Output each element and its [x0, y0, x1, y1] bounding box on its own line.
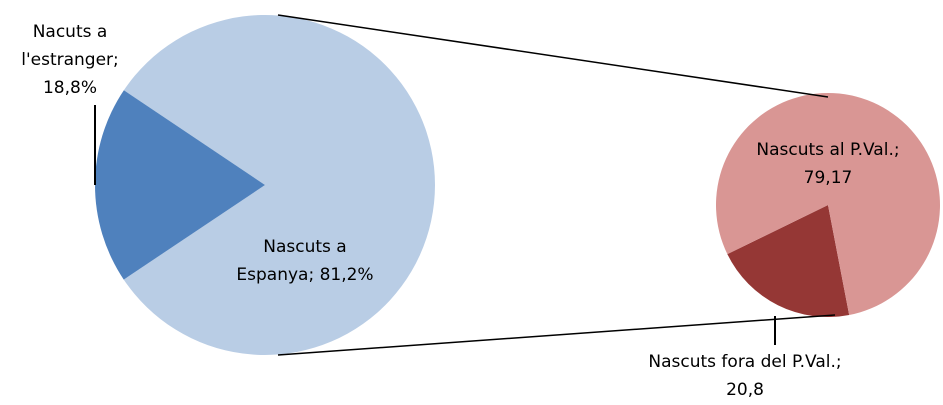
pie-slice	[715, 93, 941, 315]
data-label: Nascuts fora del P.Val.; 20,8	[648, 352, 842, 400]
data-label: Nascuts al P.Val.; 79,17	[756, 140, 900, 188]
data-label: Nacuts a l'estranger; 18,8%	[21, 22, 119, 98]
pie-slice	[95, 90, 265, 280]
data-label: Nascuts a Espanya; 81,2%	[236, 237, 374, 285]
connector	[277, 314, 836, 356]
connector	[277, 14, 829, 98]
pie-slice	[727, 205, 850, 317]
pie-slice	[123, 14, 435, 355]
